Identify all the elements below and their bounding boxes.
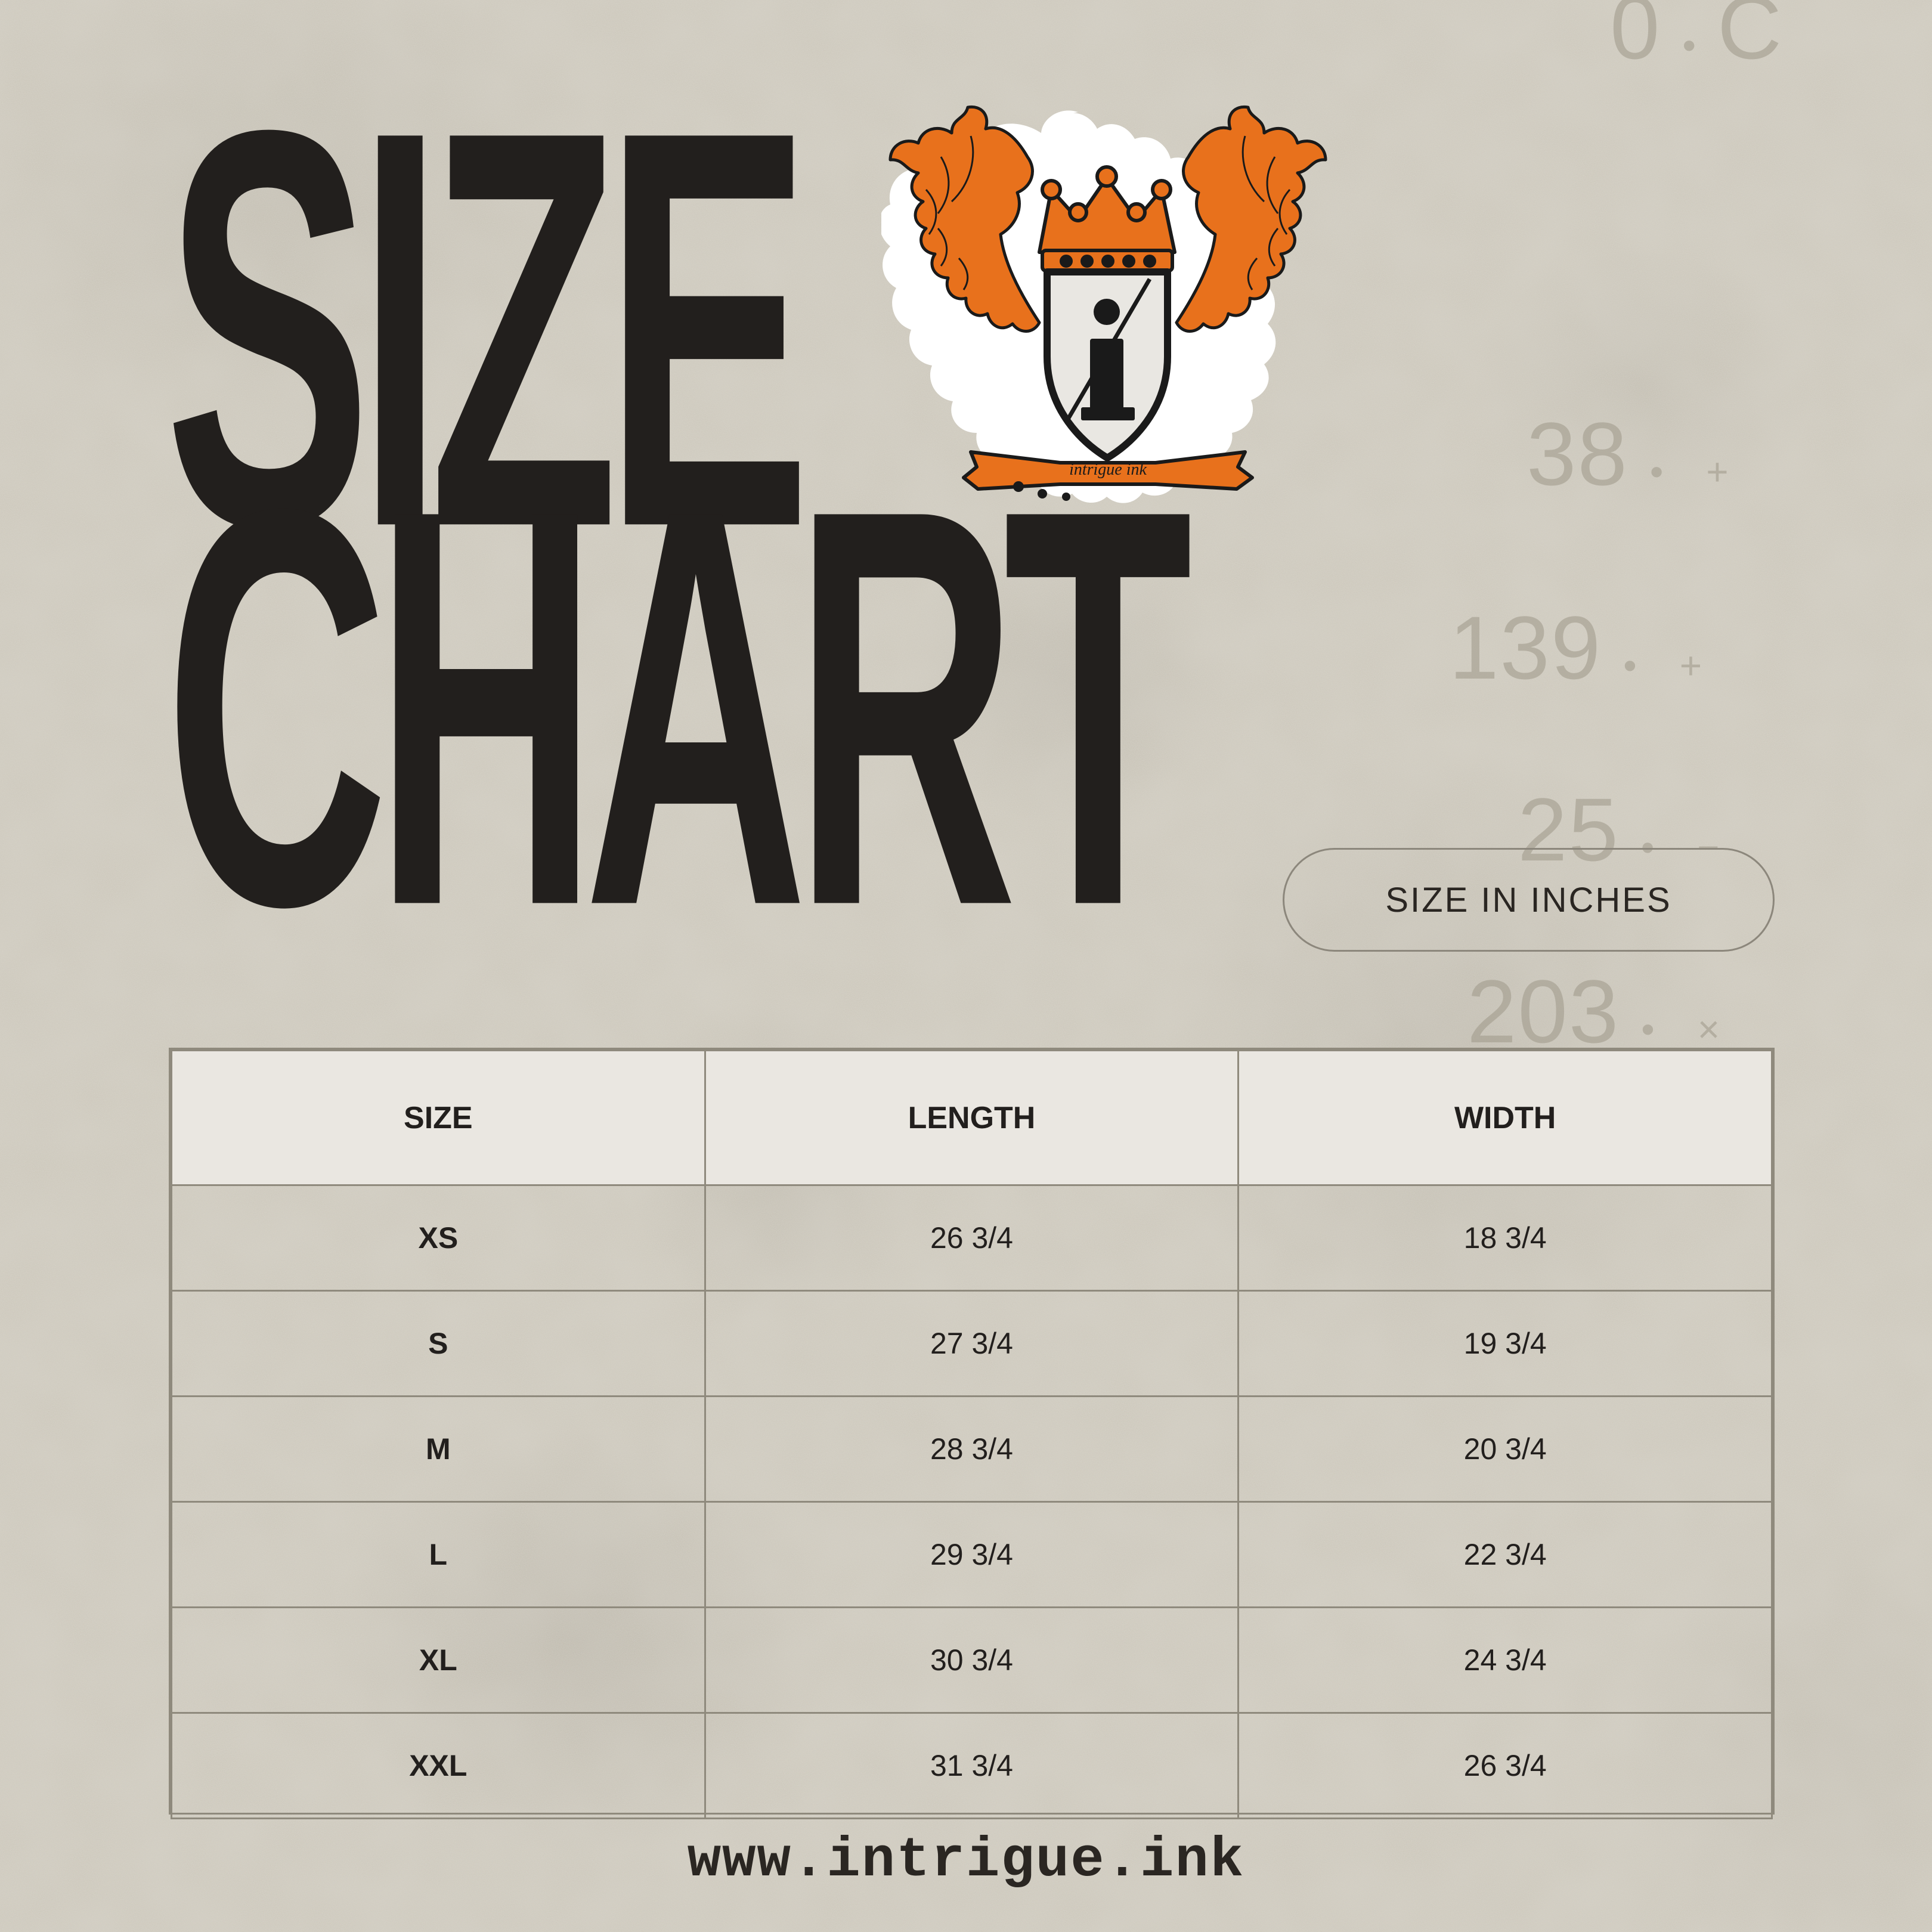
svg-text:intrigue ink: intrigue ink — [1069, 460, 1147, 479]
